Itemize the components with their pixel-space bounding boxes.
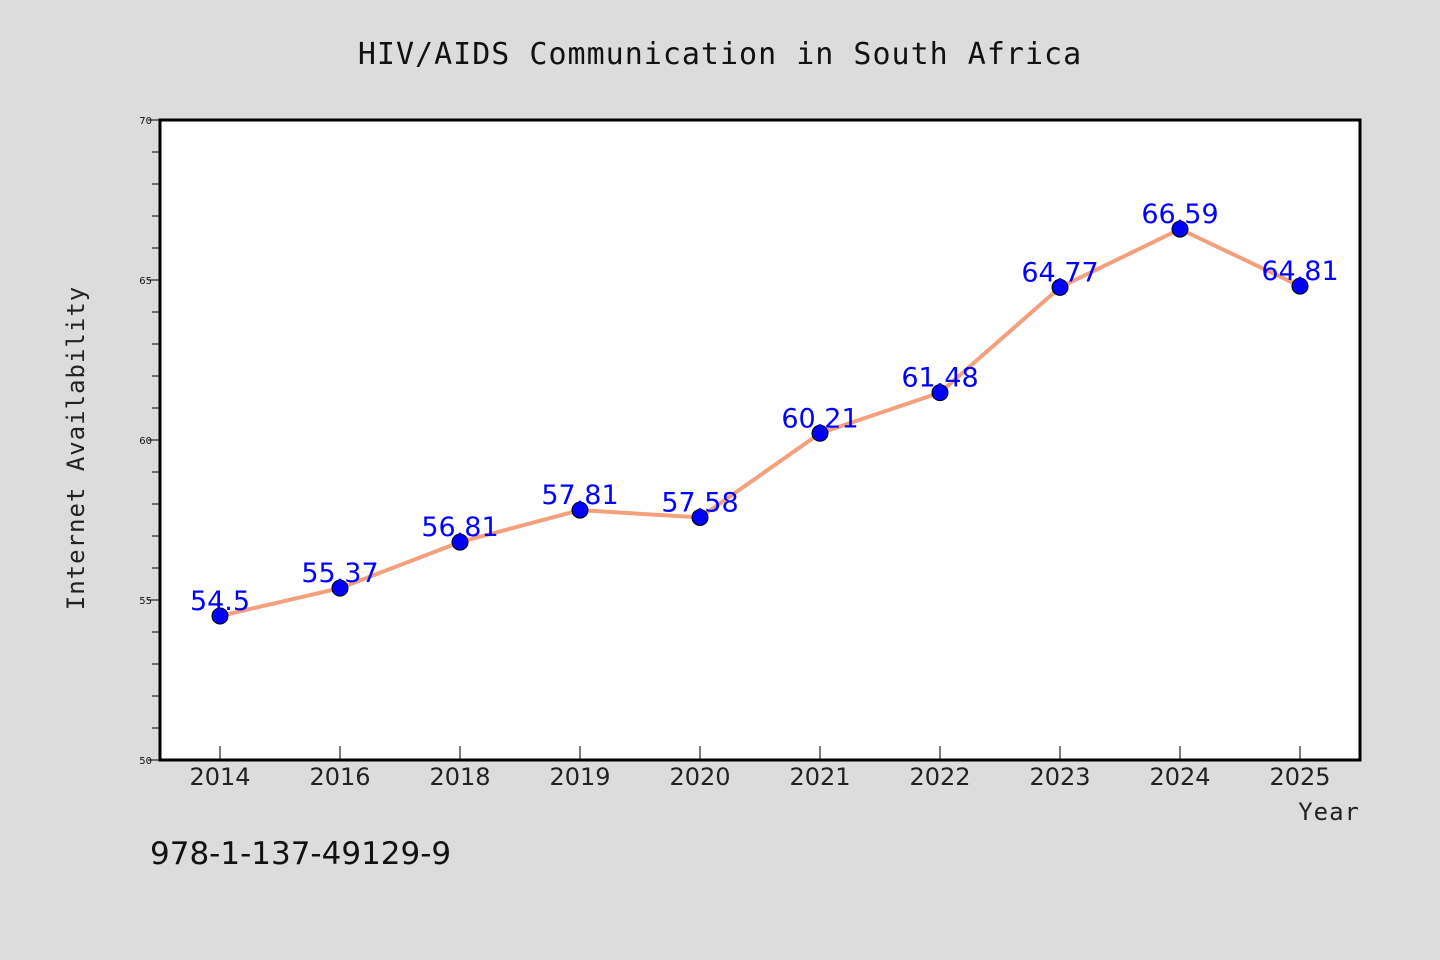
data-point bbox=[1291, 277, 1309, 295]
x-tick-label: 2021 bbox=[789, 763, 850, 791]
data-label: 57.58 bbox=[661, 487, 738, 518]
plot-frame bbox=[158, 118, 1362, 762]
data-markers bbox=[211, 220, 1309, 625]
data-point bbox=[811, 424, 829, 442]
y-tick-label: 55 bbox=[139, 596, 152, 607]
data-labels: 54.5 55.37 56.81 57.81 57.58 60.21 61.48 64.77 6… bbox=[190, 199, 1339, 617]
y-tick-label: 65 bbox=[139, 276, 152, 287]
plot-area bbox=[160, 120, 1360, 760]
y-tick-label: 60 bbox=[139, 436, 152, 447]
x-tick-label: 2024 bbox=[1149, 763, 1210, 791]
data-label: 64.77 bbox=[1021, 257, 1098, 288]
y-tick-label: 70 bbox=[139, 116, 152, 127]
x-tick-label: 2018 bbox=[429, 763, 490, 791]
footer-code: 978-1-137-49129-9 bbox=[150, 836, 451, 872]
data-label: 57.81 bbox=[541, 480, 618, 511]
x-tick-label: 2022 bbox=[909, 763, 970, 791]
data-point bbox=[931, 384, 949, 402]
data-point bbox=[451, 533, 469, 551]
data-label: 54.5 bbox=[190, 586, 250, 617]
data-point bbox=[691, 508, 709, 526]
y-tick-label: 50 bbox=[139, 756, 152, 767]
data-point bbox=[331, 579, 349, 597]
x-tick-label: 2020 bbox=[669, 763, 730, 791]
x-axis-ticks: 2014 2016 2018 2019 2020 2021 2022 2023 2024 2025 bbox=[189, 746, 1331, 791]
chart-title: HIV/AIDS Communication in South Africa bbox=[358, 37, 1082, 72]
series-line bbox=[219, 227, 1301, 618]
x-tick-label: 2025 bbox=[1269, 763, 1330, 791]
data-point bbox=[211, 607, 229, 625]
data-label: 61.48 bbox=[901, 363, 978, 394]
data-label: 60.21 bbox=[781, 403, 858, 434]
data-label: 56.81 bbox=[421, 512, 498, 543]
data-point bbox=[571, 501, 589, 519]
x-tick-label: 2023 bbox=[1029, 763, 1090, 791]
data-point bbox=[1051, 278, 1069, 296]
x-tick-label: 2016 bbox=[309, 763, 370, 791]
y-axis-ticks: 50 55 60 65 70 bbox=[139, 116, 160, 767]
data-label: 66.59 bbox=[1141, 199, 1218, 230]
data-label: 64.81 bbox=[1261, 256, 1338, 287]
data-point bbox=[1171, 220, 1189, 238]
data-label: 55.37 bbox=[301, 558, 378, 589]
x-tick-label: 2019 bbox=[549, 763, 610, 791]
x-axis-label: Year bbox=[1298, 798, 1360, 826]
y-axis-label: Internet Availability bbox=[62, 286, 90, 610]
x-tick-label: 2014 bbox=[189, 763, 250, 791]
